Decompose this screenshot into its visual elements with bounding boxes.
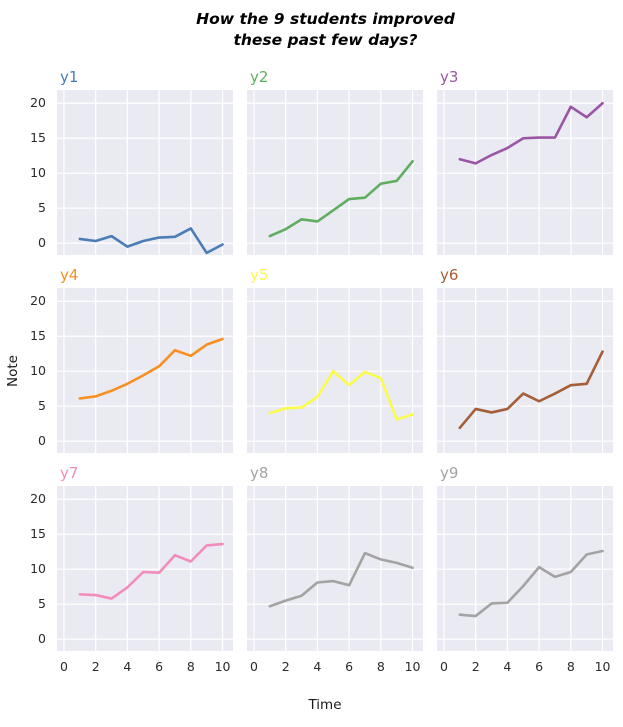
plot-area bbox=[57, 288, 233, 453]
y-tick-label: 5 bbox=[38, 398, 46, 414]
x-tick-label: 2 bbox=[281, 659, 290, 674]
x-tick-label: 6 bbox=[155, 659, 164, 674]
subplot-title: y2 bbox=[250, 68, 269, 86]
plot-area bbox=[247, 90, 423, 255]
y-axis-label: Note bbox=[5, 355, 21, 387]
subplot-y9: y9 bbox=[437, 465, 613, 651]
x-tick-label: 8 bbox=[566, 659, 575, 674]
plot-background bbox=[437, 288, 613, 453]
y-tick-label: 10 bbox=[30, 561, 46, 577]
subplot-title: y6 bbox=[440, 266, 459, 284]
subplot-y5: y5 bbox=[247, 267, 423, 453]
subplot-title: y4 bbox=[60, 266, 79, 284]
chart-title: How the 9 students improved these past f… bbox=[14, 9, 623, 51]
subplot-y2: y2 bbox=[247, 69, 423, 255]
y-tick-label: 5 bbox=[38, 200, 46, 216]
plot-area bbox=[57, 90, 233, 255]
x-tick-label: 0 bbox=[249, 659, 258, 674]
x-tick-label: 8 bbox=[376, 659, 385, 674]
x-tick-label: 6 bbox=[535, 659, 544, 674]
subplot-y6: y6 bbox=[437, 267, 613, 453]
y-tick-label: 20 bbox=[30, 95, 46, 111]
subplot-title: y8 bbox=[250, 464, 269, 482]
subplot-title: y9 bbox=[440, 464, 459, 482]
plot-background bbox=[247, 486, 423, 651]
x-tick-label: 0 bbox=[439, 659, 448, 674]
subplot-title: y3 bbox=[440, 68, 459, 86]
plot-background bbox=[57, 288, 233, 453]
plot-area bbox=[437, 90, 613, 255]
plot-background bbox=[57, 486, 233, 651]
x-tick-label: 10 bbox=[214, 659, 231, 674]
x-tick-label: 6 bbox=[345, 659, 354, 674]
x-tick-label: 4 bbox=[313, 659, 322, 674]
line-y2 bbox=[268, 160, 414, 238]
subplot-title: y7 bbox=[60, 464, 79, 482]
line-y7 bbox=[78, 542, 224, 600]
y-tick-label: 20 bbox=[30, 293, 46, 309]
y-tick-label: 10 bbox=[30, 165, 46, 181]
x-tick-label: 2 bbox=[471, 659, 480, 674]
y-tick-label: 0 bbox=[38, 631, 46, 647]
y-tick-label: 20 bbox=[30, 491, 46, 507]
line-y9 bbox=[458, 549, 604, 618]
plot-background bbox=[247, 288, 423, 453]
x-tick-label: 4 bbox=[503, 659, 512, 674]
plot-background bbox=[57, 90, 233, 255]
plot-background bbox=[247, 90, 423, 255]
plot-area bbox=[57, 486, 233, 651]
y-tick-label: 5 bbox=[38, 596, 46, 612]
x-tick-label: 0 bbox=[59, 659, 68, 674]
line-y8 bbox=[268, 551, 414, 608]
subplot-y8: y8 bbox=[247, 465, 423, 651]
x-tick-label: 4 bbox=[123, 659, 132, 674]
line-y1 bbox=[78, 227, 224, 255]
line-y3 bbox=[458, 101, 604, 165]
y-tick-label: 0 bbox=[38, 433, 46, 449]
y-tick-label: 15 bbox=[30, 328, 46, 344]
subplot-title: y1 bbox=[60, 68, 79, 86]
subplot-y3: y3 bbox=[437, 69, 613, 255]
chart-title-line-1: How the 9 students improved bbox=[196, 10, 455, 28]
line-y6 bbox=[458, 350, 604, 430]
x-tick-label: 10 bbox=[404, 659, 421, 674]
subplot-y4: y4 bbox=[57, 267, 233, 453]
y-tick-label: 15 bbox=[30, 130, 46, 146]
subplot-y1: y1 bbox=[57, 69, 233, 255]
plot-area bbox=[247, 486, 423, 651]
chart-title-line-2: these past few days? bbox=[233, 31, 418, 49]
x-tick-label: 10 bbox=[594, 659, 611, 674]
y-tick-label: 10 bbox=[30, 363, 46, 379]
y-tick-label: 0 bbox=[38, 235, 46, 251]
plot-area bbox=[247, 288, 423, 453]
plot-background bbox=[437, 90, 613, 255]
subplot-y7: y7 bbox=[57, 465, 233, 651]
x-tick-label: 8 bbox=[186, 659, 195, 674]
x-tick-label: 2 bbox=[91, 659, 100, 674]
line-y4 bbox=[78, 337, 224, 400]
plot-background bbox=[437, 486, 613, 651]
y-tick-label: 15 bbox=[30, 526, 46, 542]
plot-area bbox=[437, 288, 613, 453]
subplot-title: y5 bbox=[250, 266, 269, 284]
plot-area bbox=[437, 486, 613, 651]
line-y5 bbox=[268, 369, 414, 421]
x-axis-label: Time bbox=[308, 697, 342, 713]
